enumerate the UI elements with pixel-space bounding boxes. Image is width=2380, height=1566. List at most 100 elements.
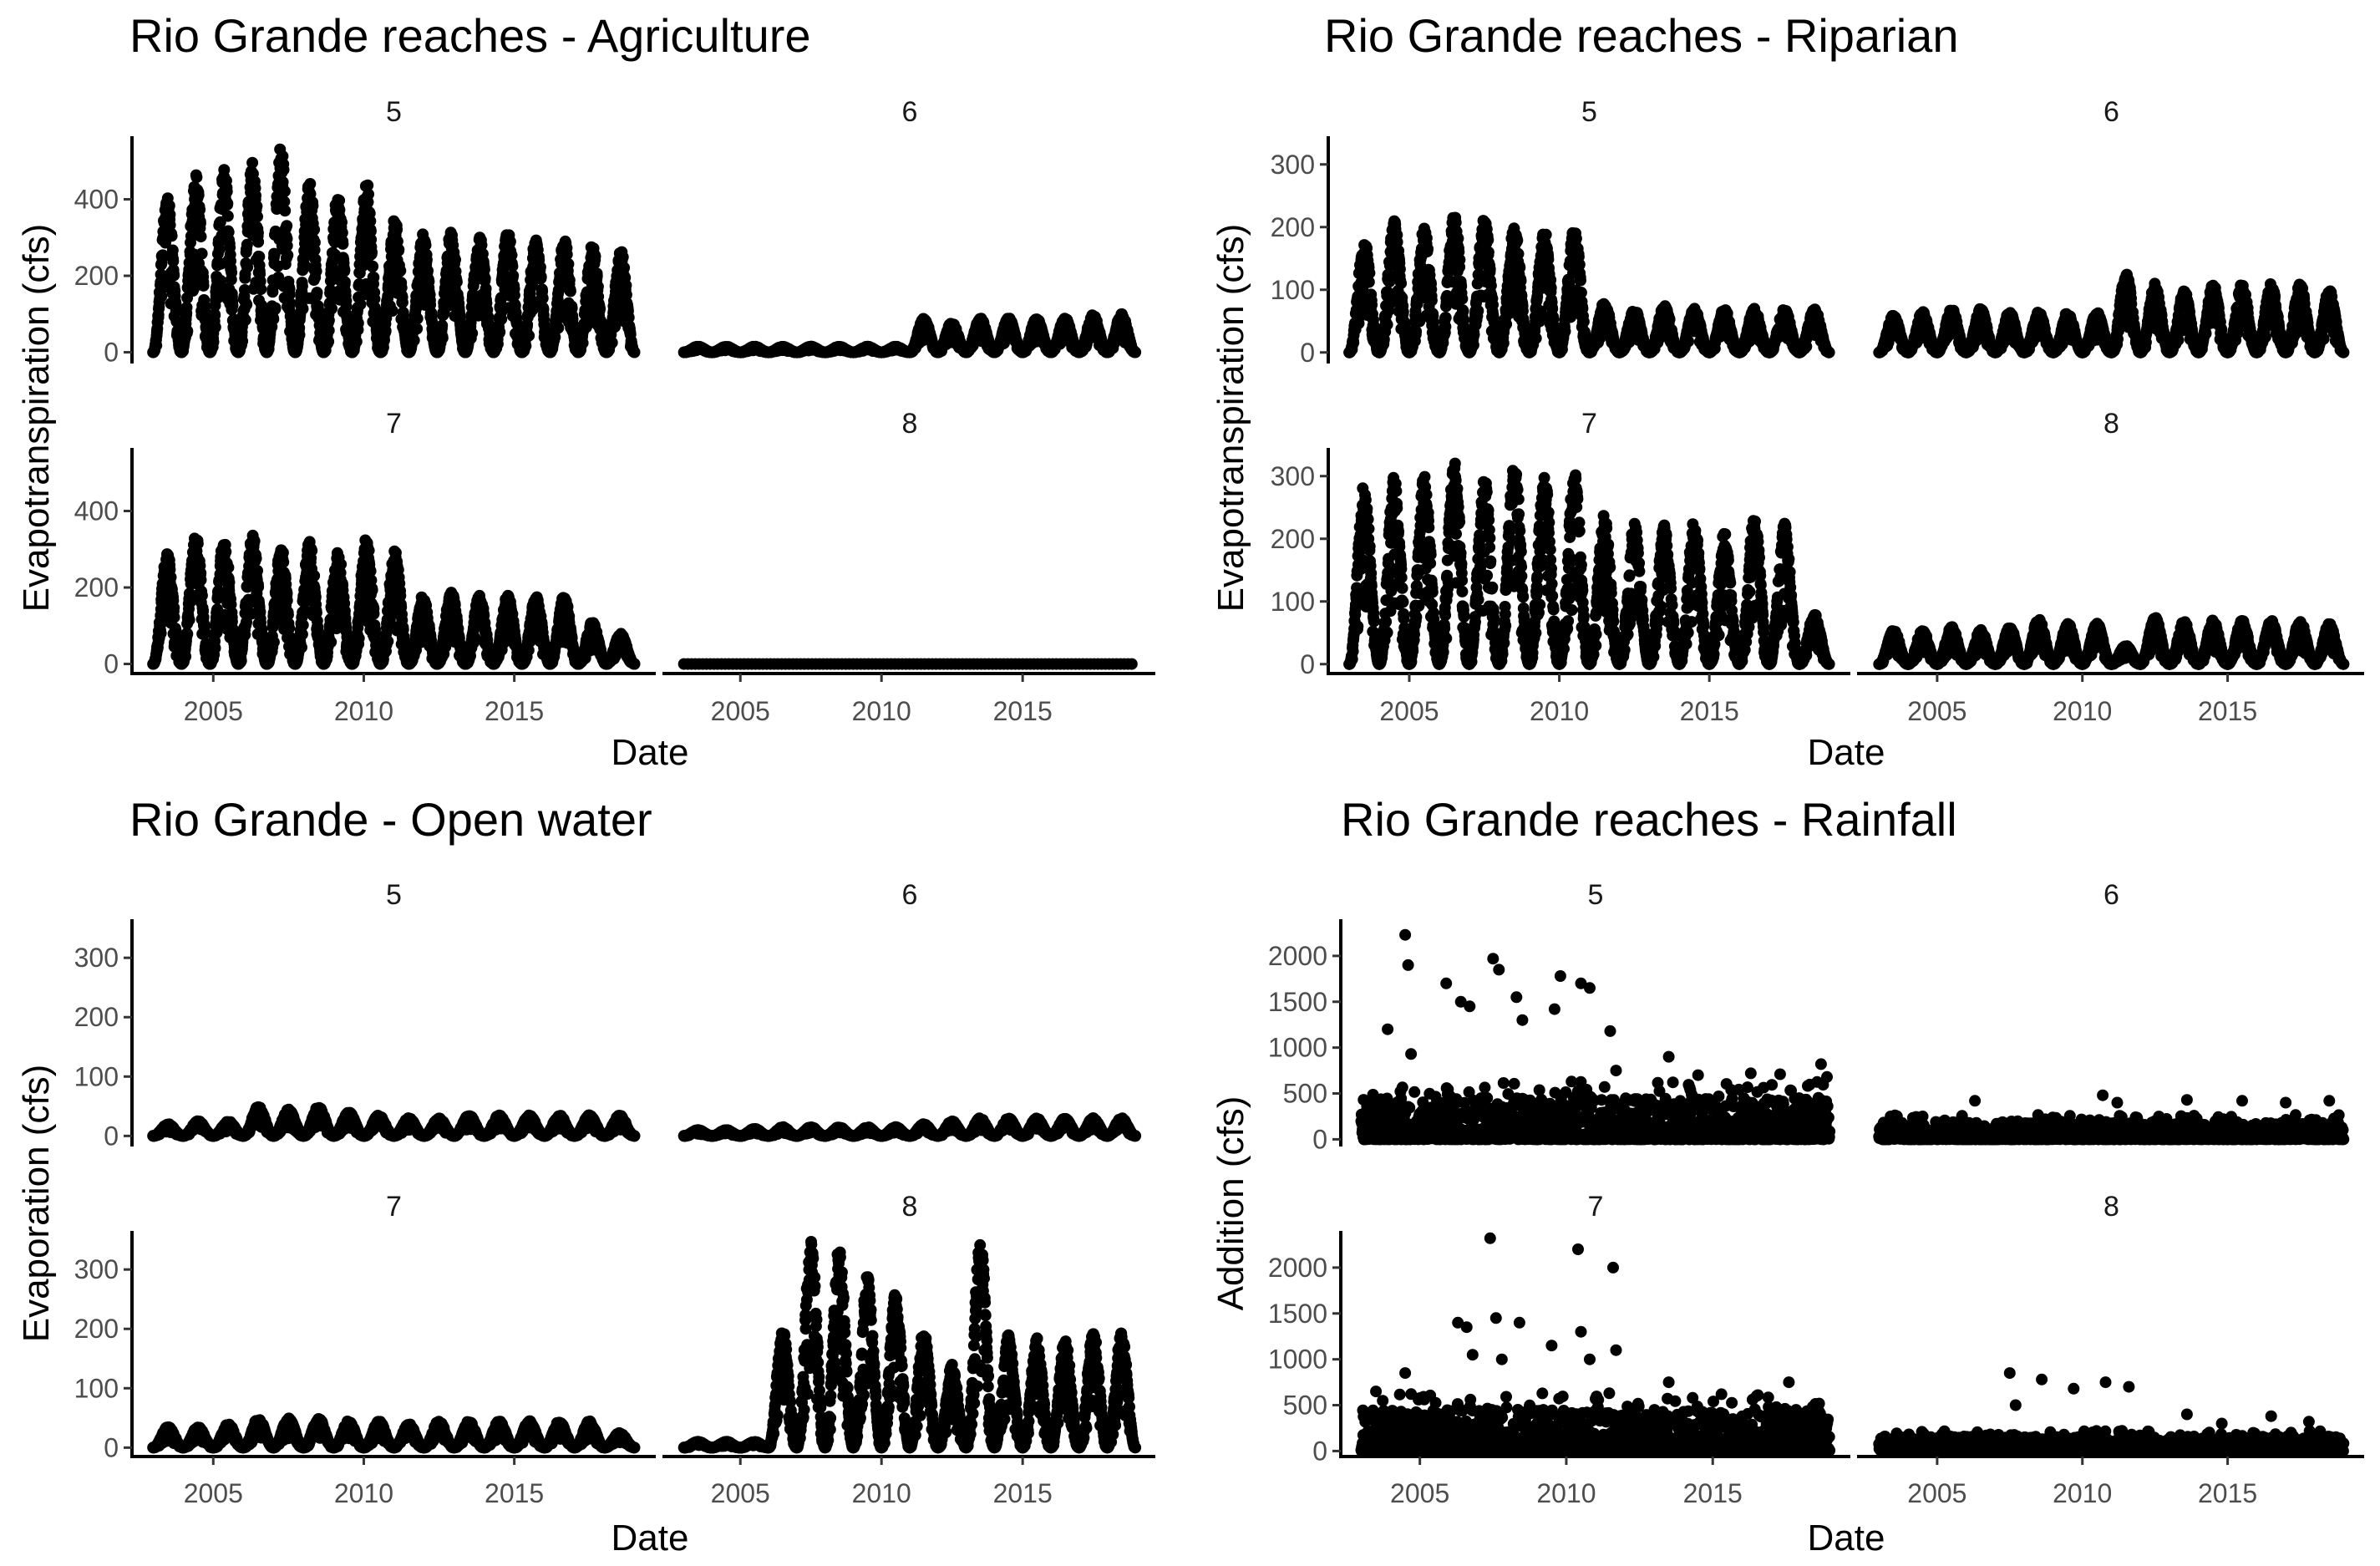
data-point	[192, 538, 204, 550]
data-point	[251, 565, 263, 577]
data-point	[226, 267, 237, 278]
data-point	[241, 262, 253, 273]
data-point	[629, 347, 641, 358]
data-point	[366, 247, 378, 258]
chart-panel-1: Rio Grande reaches - Agriculture Evapotra…	[16, 9, 1155, 773]
data-point	[227, 300, 239, 312]
data-point	[480, 282, 492, 294]
data-point	[252, 236, 264, 248]
data-point	[338, 264, 350, 276]
data-point	[421, 254, 433, 266]
data-point	[326, 303, 337, 314]
data-point	[169, 612, 180, 623]
data-point	[577, 337, 589, 348]
data-point	[617, 252, 629, 263]
data-point	[606, 337, 618, 348]
data-point	[367, 261, 378, 272]
data-point	[380, 325, 392, 337]
data-point	[411, 323, 423, 334]
data-point	[282, 595, 293, 607]
facet-7: 702004002005 2010 2015	[74, 408, 656, 726]
facet-strip-label: 6	[902, 96, 918, 128]
data-point	[393, 244, 404, 256]
data-point	[494, 326, 505, 338]
data-point	[184, 614, 195, 626]
data-point	[155, 628, 167, 639]
data-point	[323, 324, 335, 336]
data-point	[164, 209, 175, 221]
data-point	[208, 336, 220, 348]
facet-strip-label: 7	[386, 408, 402, 440]
data-point	[250, 190, 261, 201]
data-point	[308, 570, 320, 582]
data-point	[222, 562, 234, 573]
y-tick-label: 200	[74, 261, 119, 291]
data-point	[307, 200, 318, 211]
data-point	[251, 211, 263, 222]
data-point	[368, 608, 380, 620]
data-point	[251, 552, 262, 564]
data-point	[246, 157, 258, 169]
data-point	[535, 271, 547, 282]
data-point	[306, 545, 317, 557]
data-point	[282, 249, 293, 261]
data-point	[252, 582, 264, 593]
data-point	[195, 574, 207, 586]
data-point	[221, 186, 233, 197]
data-point	[198, 280, 210, 292]
data-point	[297, 280, 308, 292]
data-point	[268, 636, 280, 648]
data-point	[466, 328, 478, 339]
data-point	[368, 272, 379, 283]
data-point	[194, 204, 206, 216]
data-point	[296, 642, 307, 653]
data-point	[565, 286, 576, 297]
data-point	[353, 318, 364, 329]
data-point	[335, 558, 347, 570]
data-point	[520, 340, 531, 352]
data-point	[322, 336, 334, 348]
data-point	[284, 297, 296, 309]
data-point	[166, 230, 178, 242]
data-point	[168, 270, 180, 282]
data-point	[353, 633, 365, 644]
data-point	[391, 224, 403, 236]
data-point	[1129, 347, 1141, 358]
data-point	[297, 303, 309, 315]
data-point	[451, 276, 463, 287]
data-point	[304, 178, 316, 190]
data-point	[492, 338, 504, 350]
data-point	[367, 584, 378, 596]
data-point	[241, 298, 252, 310]
data-point	[214, 244, 226, 256]
data-point	[210, 322, 221, 333]
data-point	[594, 303, 606, 315]
data-point	[236, 335, 248, 347]
data-point	[562, 258, 574, 270]
data-point	[423, 276, 434, 287]
data-points	[147, 144, 640, 358]
data-point	[180, 651, 191, 663]
data-point	[309, 236, 321, 248]
data-point	[279, 205, 291, 216]
data-point	[552, 322, 564, 333]
data-point	[394, 265, 406, 277]
data-point	[311, 266, 322, 277]
data-point	[195, 231, 207, 242]
data-point	[363, 545, 375, 557]
data-point	[337, 238, 348, 250]
facet-strip-label: 5	[386, 96, 402, 128]
data-point	[281, 220, 292, 231]
data-point	[591, 270, 603, 282]
data-point	[387, 305, 398, 317]
data-point	[449, 254, 461, 266]
data-point	[279, 186, 291, 197]
data-point	[480, 272, 491, 284]
data-point	[240, 314, 251, 326]
chart-title: Rio Grande reaches - Agriculture	[129, 9, 811, 62]
data-point	[181, 628, 193, 640]
y-axis-label: Evapotranspiration (cfs)	[16, 224, 57, 613]
data-point	[312, 287, 323, 298]
data-point	[363, 188, 374, 200]
